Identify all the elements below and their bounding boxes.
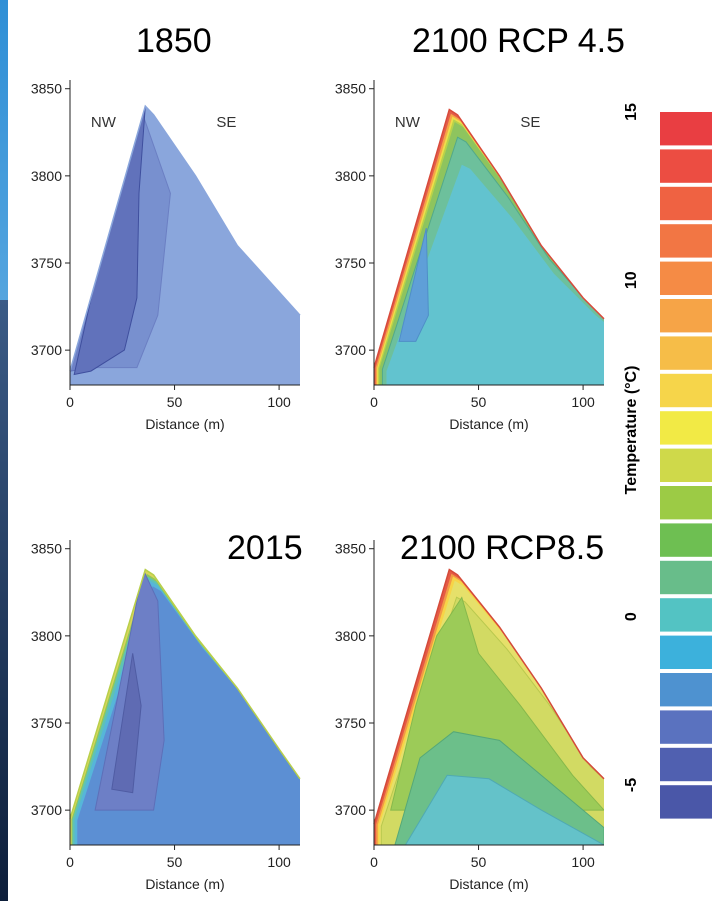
contour-fill (374, 569, 604, 845)
y-tick-label: 3750 (335, 715, 366, 731)
contour-band (386, 164, 604, 385)
x-tick-label: 50 (471, 394, 487, 410)
y-tick-label: 3800 (335, 168, 366, 184)
colorbar-swatch (660, 710, 712, 744)
y-tick-label: 3700 (31, 802, 62, 818)
side-label-se: SE (520, 114, 540, 131)
colorbar-swatch (660, 747, 712, 782)
x-tick-label: 0 (66, 394, 74, 410)
colorbar-swatch (660, 785, 712, 819)
x-tick-label: 100 (267, 854, 291, 870)
x-axis-label: Distance (m) (145, 416, 224, 432)
colorbar-swatch (660, 186, 712, 221)
y-tick-label: 3850 (335, 81, 366, 97)
y-tick-label: 3750 (31, 715, 62, 731)
colorbar-swatch (660, 299, 712, 333)
colorbar-tick-label: -5 (623, 778, 640, 792)
x-tick-label: 100 (267, 394, 291, 410)
colorbar-swatch (660, 560, 712, 595)
surface-profile (69, 568, 301, 820)
contour-fill (374, 109, 604, 385)
temperature-colorbar: 15 10 0 -5 Temperature (°C) (623, 103, 712, 819)
x-tick-label: 100 (571, 394, 595, 410)
x-tick-label: 0 (370, 394, 378, 410)
x-axis-label: Distance (m) (449, 876, 528, 892)
surface-profile (373, 568, 605, 825)
contour-band (77, 586, 300, 845)
contour-band (404, 774, 604, 845)
colorbar-swatch (660, 635, 712, 669)
contour-fill (70, 569, 300, 845)
contour-panel-2100-rcp85: 3700 3750 3800 3850 0 50 100 Distance (m) (335, 540, 605, 892)
side-label-se: SE (216, 114, 236, 131)
x-tick-label: 50 (167, 394, 183, 410)
colorbar-swatch (660, 336, 712, 370)
contour-band (398, 227, 429, 342)
colorbar-swatch (660, 486, 712, 520)
colorbar-label: Temperature (°C) (623, 366, 640, 495)
surface-profile (69, 104, 301, 372)
y-tick-label: 3750 (31, 255, 62, 271)
x-axis-label: Distance (m) (449, 416, 528, 432)
y-tick-label: 3850 (31, 81, 62, 97)
y-tick-label: 3700 (31, 342, 62, 358)
contour-panel-2100-rcp45: 3700 3750 3800 3850 0 50 100 Distance (m) NW SE (335, 80, 605, 432)
y-tick-label: 3800 (31, 168, 62, 184)
colorbar-tick-label: 0 (623, 612, 640, 621)
y-tick-label: 3700 (335, 802, 366, 818)
colorbar-swatch (660, 224, 712, 258)
colorbar-swatch (660, 373, 712, 408)
contour-panel-1850: 3700 3750 3800 3850 0 50 100 Distance (m) NW SE (31, 80, 301, 432)
x-tick-label: 50 (471, 854, 487, 870)
colorbar-swatch (660, 261, 712, 295)
colorbar-swatch (660, 523, 712, 557)
side-label-nw: NW (395, 114, 421, 131)
title-2100-rcp45: 2100 RCP 4.5 (412, 22, 625, 60)
colorbar-swatch (660, 598, 712, 632)
y-tick-label: 3750 (335, 255, 366, 271)
x-tick-label: 50 (167, 854, 183, 870)
title-2100-rcp85: 2100 RCP8.5 (400, 529, 605, 567)
y-tick-label: 3850 (31, 541, 62, 557)
title-1850: 1850 (136, 22, 212, 60)
y-tick-label: 3850 (335, 541, 366, 557)
contour-panel-2015: 3700 3750 3800 3850 0 50 100 Distance (m) (31, 540, 301, 892)
y-tick-label: 3800 (335, 628, 366, 644)
x-tick-label: 0 (66, 854, 74, 870)
colorbar-swatch (660, 149, 712, 183)
surface-profile (373, 108, 605, 368)
title-2015: 2015 (227, 529, 303, 567)
axes: 3700 3750 3800 3850 0 50 100 (31, 80, 300, 410)
x-tick-label: 100 (571, 854, 595, 870)
contour-band (111, 653, 142, 794)
colorbar-swatch (660, 112, 712, 146)
y-tick-label: 3700 (335, 342, 366, 358)
x-tick-label: 0 (370, 854, 378, 870)
colorbar-swatch (660, 673, 712, 707)
axes: 3700 3750 3800 3850 0 50 100 (31, 540, 300, 870)
side-label-nw: NW (91, 114, 117, 131)
colorbar-tick-label: 15 (623, 103, 640, 121)
y-tick-label: 3800 (31, 628, 62, 644)
colorbar-tick-label: 10 (623, 271, 640, 289)
x-axis-label: Distance (m) (145, 876, 224, 892)
axes: 3700 3750 3800 3850 0 50 100 (335, 80, 604, 410)
colorbar-swatch (660, 448, 712, 482)
axes: 3700 3750 3800 3850 0 50 100 (335, 540, 604, 870)
colorbar-swatch (660, 411, 712, 445)
